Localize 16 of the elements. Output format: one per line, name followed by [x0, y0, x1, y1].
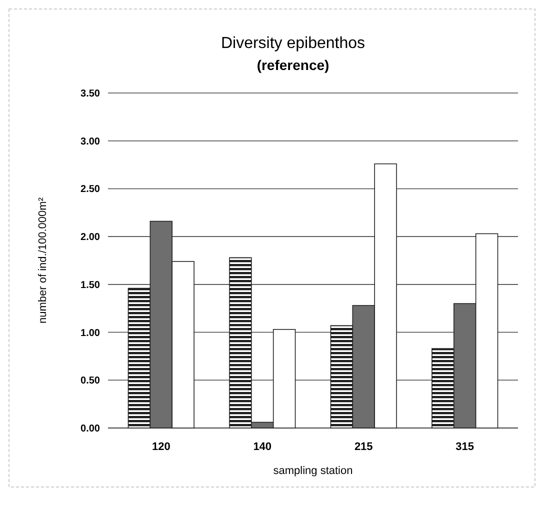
y-tick-label: 2.00	[80, 232, 100, 244]
y-tick-label: 1.50	[80, 280, 100, 291]
x-tick-label: 140	[253, 441, 272, 453]
y-axis-title: number of ind./100.000m²	[37, 197, 49, 324]
y-tick-label: 2.50	[80, 184, 100, 196]
x-tick-label: 315	[456, 441, 474, 453]
x-axis-title: sampling station	[273, 465, 353, 477]
x-tick-label: 120	[152, 441, 170, 453]
y-tick-label: 0.00	[80, 424, 100, 434]
chart-subtitle: (reference)	[256, 57, 330, 73]
y-tick-label: 3.00	[80, 136, 100, 148]
y-tick-label: 0.50	[80, 376, 100, 387]
y-tick-label: 3.50	[80, 88, 100, 100]
chart-title: Diversity epibenthos	[220, 35, 366, 52]
x-tick-label: 215	[354, 441, 373, 453]
y-tick-label: 1.00	[80, 328, 100, 339]
